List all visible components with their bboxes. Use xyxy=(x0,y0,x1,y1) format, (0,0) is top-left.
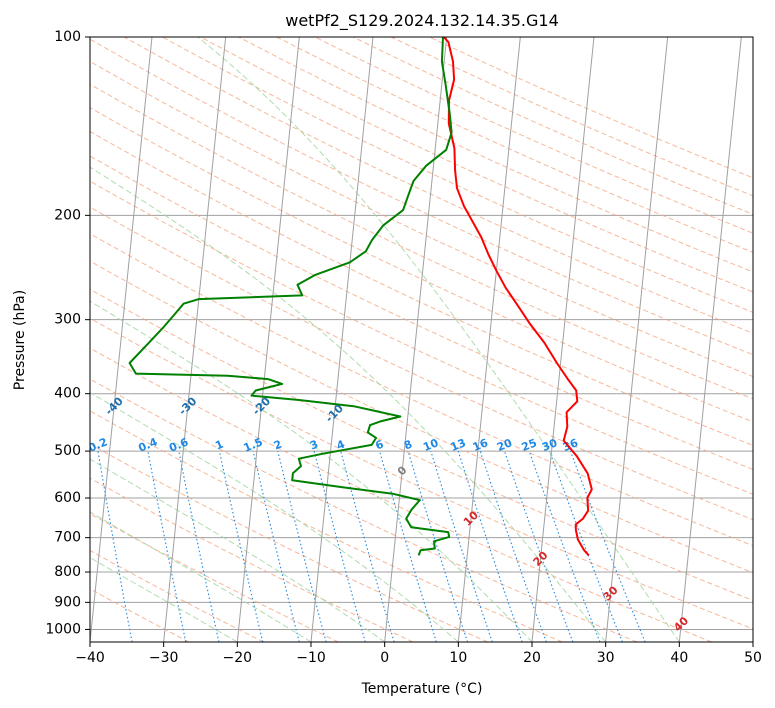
chart-title: wetPf2_S129.2024.132.14.35.G14 xyxy=(285,11,559,31)
moist-adiabat-line xyxy=(90,391,459,642)
y-tick-label: 200 xyxy=(54,207,81,223)
moist-adiabat-line xyxy=(90,458,385,642)
mixing-ratio-line xyxy=(430,450,493,642)
mixing-ratio-line xyxy=(252,450,300,642)
mixing-ratio-line xyxy=(379,450,437,642)
mixing-ratio-label: 20 xyxy=(495,436,514,454)
dry-adiabat-line xyxy=(90,180,753,495)
mixing-ratio-label: 3 xyxy=(308,438,320,453)
mixing-ratio-label: 8 xyxy=(402,438,414,453)
mixing-ratio-line xyxy=(147,450,187,642)
mixing-ratio-line xyxy=(457,450,523,642)
x-tick-label: 0 xyxy=(380,650,389,666)
dry-adiabat-line xyxy=(90,378,638,642)
y-tick-label: 300 xyxy=(54,312,81,328)
dry-adiabat-line xyxy=(90,588,190,642)
x-tick-label: −30 xyxy=(149,650,179,666)
dry-adiabat-line xyxy=(90,107,753,423)
mixing-ratio-line xyxy=(528,450,601,642)
mixing-ratio-label: 2 xyxy=(272,438,284,453)
isotherm-line xyxy=(163,37,227,642)
isotherm-line xyxy=(384,37,448,642)
mixing-ratio-label: 13 xyxy=(449,436,468,454)
mixing-ratio-line xyxy=(503,450,574,642)
y-axis: 100 200 300 400 500 600 700 800 900 1000 xyxy=(45,29,90,637)
mixing-ratio-line xyxy=(407,450,469,642)
mixing-ratio-line xyxy=(218,450,264,642)
isotherm-line xyxy=(457,37,521,642)
y-axis-label: Pressure (hPa) xyxy=(12,290,28,390)
isotherm-line xyxy=(310,37,374,642)
mixing-ratio-label: 1 xyxy=(213,438,225,453)
mixing-ratio-label: 36 xyxy=(561,436,580,454)
mixing-ratio-line xyxy=(313,450,366,642)
x-axis: −40 −30 −20 −10 0 10 20 30 40 50 xyxy=(75,642,762,666)
profiles xyxy=(128,37,593,557)
dry-adiabat-line xyxy=(90,260,753,574)
temperature-profile-line xyxy=(442,37,593,557)
isotherm-line xyxy=(90,37,153,642)
y-tick-label: 500 xyxy=(54,443,81,459)
x-tick-label: 50 xyxy=(744,650,762,666)
x-tick-label: 10 xyxy=(449,650,467,666)
y-tick-label: 700 xyxy=(54,530,81,546)
dry-adiabat-line xyxy=(90,155,753,471)
x-tick-label: 30 xyxy=(597,650,615,666)
dry-adiabat-line xyxy=(90,317,753,630)
x-tick-label: 20 xyxy=(523,650,541,666)
dry-adiabat-line xyxy=(90,410,563,642)
y-tick-label: 400 xyxy=(54,386,81,402)
y-tick-label: 1000 xyxy=(45,621,81,637)
dry-adiabat-line xyxy=(90,130,753,446)
x-axis-label: Temperature (°C) xyxy=(361,681,483,697)
moist-adiabat-line xyxy=(90,166,607,642)
mixing-ratio-line xyxy=(277,450,327,642)
mixing-ratio-label: 10 xyxy=(421,436,440,454)
plot-frame xyxy=(89,36,754,643)
x-tick-label: −20 xyxy=(223,650,253,666)
dry-adiabat-line xyxy=(162,37,753,313)
isotherm-line xyxy=(531,37,595,642)
y-tick-label: 600 xyxy=(54,490,81,506)
x-tick-label: 40 xyxy=(670,650,688,666)
dry-adiabat-line xyxy=(90,288,753,601)
moist-adiabat-line xyxy=(90,300,533,642)
dry-adiabat-line xyxy=(90,443,488,642)
mixing-ratio-line xyxy=(479,450,547,642)
dry-adiabat-line xyxy=(90,206,753,521)
mixing-ratio-label: 16 xyxy=(471,436,490,454)
y-tick-label: 100 xyxy=(54,29,81,45)
isotherm-line xyxy=(236,37,300,642)
moist-adiabat-line xyxy=(90,557,238,642)
background-lines xyxy=(90,37,753,642)
dewpoint-profile-line xyxy=(128,37,453,556)
y-tick-label: 900 xyxy=(54,594,81,610)
mixing-ratio-line xyxy=(178,450,220,642)
x-tick-label: −40 xyxy=(75,650,105,666)
mixing-ratio-label: 25 xyxy=(520,436,539,454)
dry-adiabat-line xyxy=(200,37,753,293)
isotherm-line xyxy=(678,37,742,642)
x-tick-label: −10 xyxy=(296,650,326,666)
isotherm-line xyxy=(605,37,669,642)
y-tick-label: 800 xyxy=(54,564,81,580)
dry-adiabat-line xyxy=(90,549,264,642)
dry-adiabat-line xyxy=(90,347,712,642)
moist-adiabat-line xyxy=(197,37,680,642)
mixing-ratio-line xyxy=(549,450,623,642)
mixing-ratio-label: 30 xyxy=(540,436,559,454)
